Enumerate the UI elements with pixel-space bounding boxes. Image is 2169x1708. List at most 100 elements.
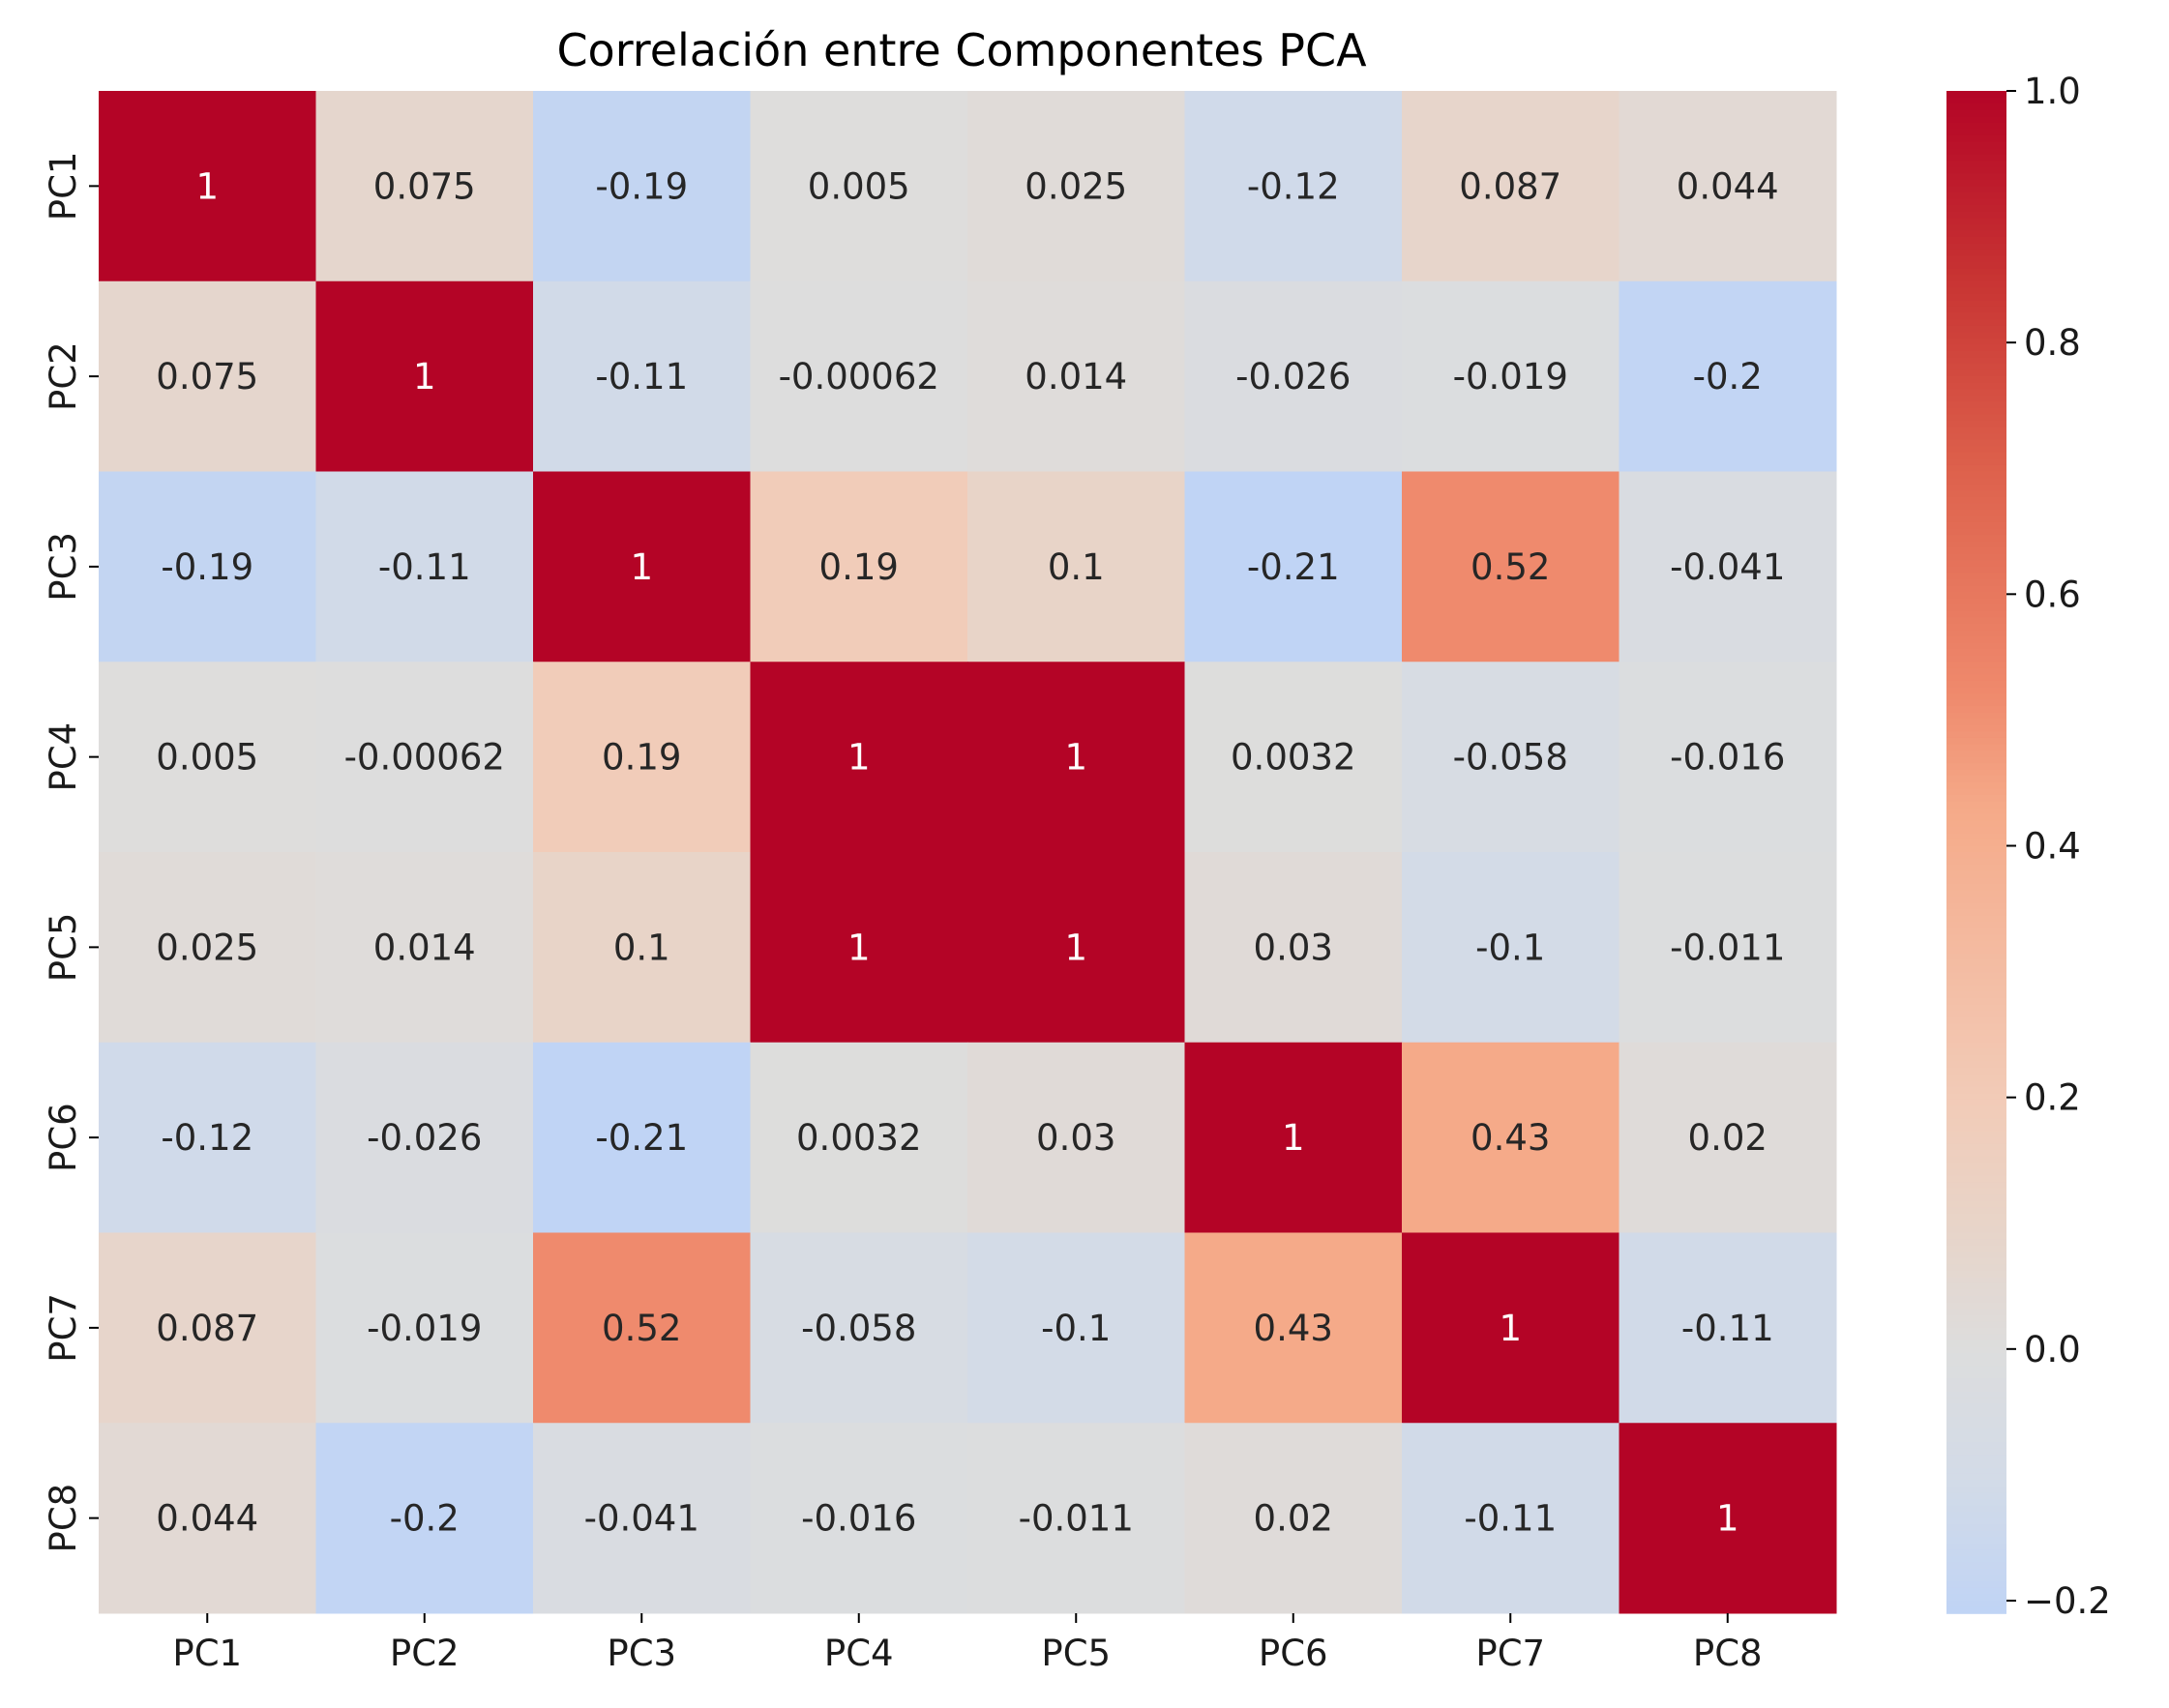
heatmap-cell-r2-c8 [1619,280,1837,472]
colorbar-segment [1946,585,2006,593]
colorbar-segment [1946,788,2006,796]
colorbar-segment [1946,1016,2006,1024]
cell-label-r2-c5: 0.014 [1025,356,1127,398]
colorbar-segment [1946,1004,2006,1012]
colorbar-segment [1946,1600,2006,1608]
colorbar-segment [1946,997,2006,1006]
colorbar-segment [1946,1074,2006,1081]
colorbar-segment [1946,947,2006,955]
colorbar-segment [1946,503,2006,511]
heatmap-cell-r8-c6 [1184,1423,1403,1614]
colorbar-segment [1946,464,2006,473]
heatmap-cell-r3-c8 [1619,471,1837,663]
cell-label-r3-c6: -0.21 [1247,546,1340,588]
heatmap-cell-r5-c8 [1619,852,1837,1044]
colorbar-segment [1946,915,2006,923]
colorbar-segment [1946,680,2006,689]
cell-label-r8-c4: -0.016 [801,1498,916,1540]
colorbar-segment [1946,687,2006,694]
colorbar-segment [1946,236,2006,245]
heatmap-cell-r4-c6 [1184,662,1403,853]
colorbar-segment [1946,1524,2006,1532]
colorbar-segment [1946,134,2006,143]
colorbar-tick-label: 0.2 [2024,1077,2081,1119]
colorbar-segment [1946,566,2006,574]
colorbar-segment [1946,1587,2006,1596]
colorbar-segment [1946,496,2006,505]
cell-label-r2-c1: 0.075 [156,356,258,398]
colorbar-segment [1946,1137,2006,1145]
colorbar-tick-label: 0.0 [2024,1329,2081,1370]
colorbar-segment [1946,667,2006,676]
colorbar-segment [1946,1549,2006,1557]
colorbar-segment [1946,623,2006,632]
colorbar-segment [1946,186,2006,193]
heatmap-cell-r5-c4 [750,852,968,1044]
cell-label-r8-c1: 0.044 [156,1498,258,1540]
cell-label-r3-c5: 0.1 [1048,546,1105,588]
colorbar-segment [1946,515,2006,523]
colorbar-segment [1946,1105,2006,1113]
colorbar-segment [1946,991,2006,999]
colorbar-segment [1946,1302,2006,1310]
colorbar-segment [1946,693,2006,701]
heatmap-cell-r5-c6 [1184,852,1403,1044]
cell-label-r7-c3: 0.52 [602,1308,681,1349]
colorbar-segment [1946,776,2006,783]
colorbar-segment [1946,1207,2006,1215]
colorbar-segment [1946,870,2006,879]
cell-label-r2-c4: -0.00062 [779,356,939,398]
cell-label-r7-c5: -0.1 [1041,1308,1111,1349]
colorbar-segment [1946,268,2006,276]
colorbar-segment [1946,148,2006,156]
colorbar-segment [1946,1086,2006,1095]
heatmap-cell-r1-c2 [315,91,534,282]
heatmap-cell-r2-c5 [967,280,1185,472]
heatmap-cell-r3-c3 [533,471,751,663]
colorbar-segment [1946,922,2006,929]
heatmap-cell-r7-c7 [1402,1232,1619,1424]
x-tick-label-pc3: PC3 [607,1633,676,1674]
colorbar-segment [1946,1353,2006,1361]
colorbar-segment [1946,332,2006,339]
colorbar-segment [1946,1384,2006,1393]
heatmap-cell-r6-c5 [967,1042,1185,1233]
colorbar-segment [1946,604,2006,612]
colorbar-segment [1946,655,2006,663]
colorbar-segment [1946,452,2006,460]
cell-label-r1-c4: 0.005 [808,165,910,207]
colorbar-segment [1946,154,2006,162]
heatmap-cell-r3-c7 [1402,471,1619,663]
colorbar-segment [1946,1537,2006,1545]
heatmap-cell-r2-c4 [750,280,968,472]
cell-label-r4-c4: 1 [847,737,871,779]
colorbar-segment [1946,1530,2006,1539]
colorbar-segment [1946,1455,2006,1462]
colorbar-segment [1946,509,2006,517]
cell-label-r6-c1: -0.12 [161,1117,253,1159]
colorbar-segment [1946,1321,2006,1329]
cell-label-r3-c7: 0.52 [1471,546,1550,588]
cell-label-r2-c7: -0.019 [1453,356,1568,398]
heatmap-cell-r4-c5 [967,662,1185,853]
colorbar-segment [1946,1200,2006,1209]
colorbar-segment [1946,1213,2006,1222]
colorbar-segment [1946,940,2006,949]
colorbar-segment [1946,1029,2006,1037]
colorbar-segment [1946,598,2006,606]
y-tick-label-pc7: PC7 [43,1293,84,1363]
colorbar-segment [1946,979,2006,987]
colorbar-segment [1946,826,2006,835]
colorbar-segment [1946,724,2006,733]
cell-label-r2-c3: -0.11 [595,356,688,398]
heatmap-cell-r7-c4 [750,1232,968,1424]
colorbar-segment [1946,1245,2006,1252]
colorbar-segment [1946,1309,2006,1316]
cell-label-r3-c2: -0.11 [378,546,471,588]
colorbar-segment [1946,364,2006,371]
heatmap-cell-r8-c7 [1402,1423,1619,1614]
heatmap-cell-r2-c6 [1184,280,1403,472]
cell-label-r4-c6: 0.0032 [1231,737,1355,779]
colorbar-segment [1946,1314,2006,1323]
